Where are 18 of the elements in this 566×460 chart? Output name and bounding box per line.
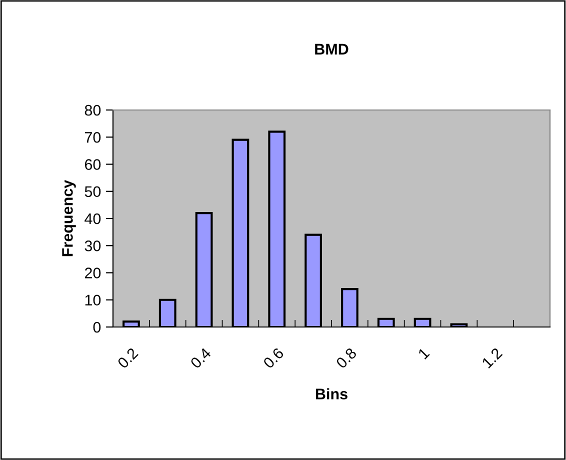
y-axis-title: Frequency	[62, 180, 76, 256]
x-tick-label: 0.6	[262, 347, 284, 369]
x-axis-title: Bins	[316, 388, 348, 400]
y-tick-label: 40	[84, 213, 101, 224]
chart-title: BMD	[315, 44, 348, 54]
x-tick-label: 0.8	[335, 347, 358, 369]
y-tick-label: 20	[84, 268, 101, 278]
y-tick-label: 0	[93, 322, 101, 333]
y-tick-label: 60	[84, 159, 101, 170]
x-tick-label: 1	[418, 347, 430, 360]
x-tick-label: 1.2	[481, 347, 503, 368]
y-tick-label: 30	[84, 240, 101, 252]
x-tick-label: 0.4	[190, 347, 212, 369]
y-tick-label: 70	[84, 132, 101, 143]
y-tick-label: 80	[84, 104, 101, 116]
y-tick-label: 10	[85, 294, 101, 306]
y-tick-label: 50	[84, 186, 101, 198]
x-tick-label: 0.2	[116, 347, 139, 369]
